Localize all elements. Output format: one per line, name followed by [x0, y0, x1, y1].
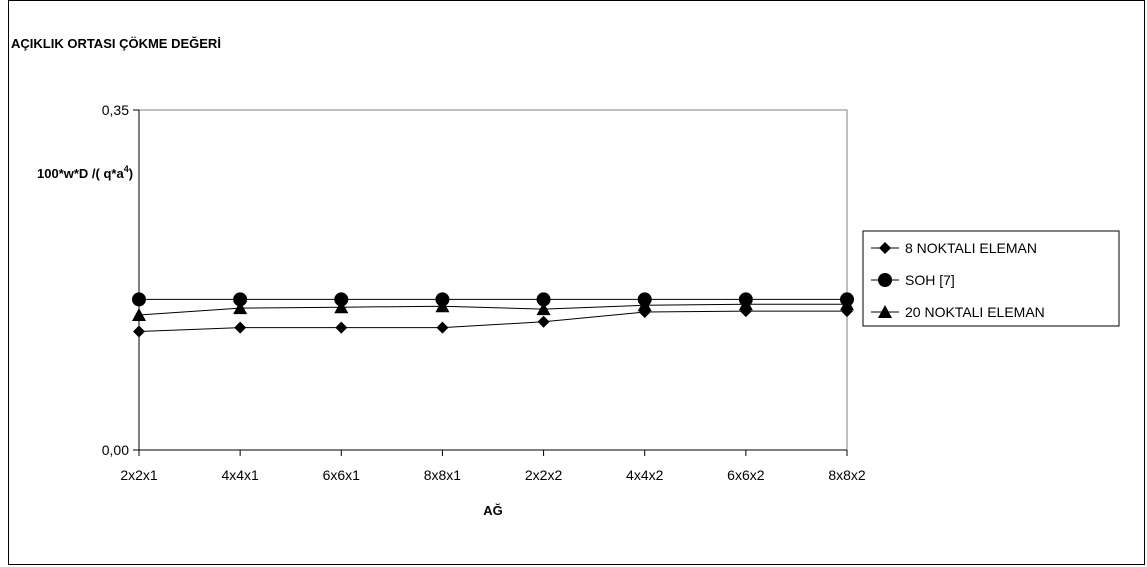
y-axis-label-sup: 4: [124, 164, 129, 174]
data-point: [132, 292, 146, 307]
x-tick-label: 4x4x2: [626, 467, 664, 483]
series-3: [132, 297, 854, 321]
data-point: [537, 315, 550, 328]
x-tick-label: 2x2x2: [525, 467, 563, 483]
x-tick-label: 4x4x1: [221, 467, 259, 483]
data-point: [738, 297, 753, 311]
legend-box: [862, 230, 1120, 327]
data-point: [132, 307, 146, 321]
series-layer: [132, 292, 854, 338]
legend-marker: [879, 242, 891, 254]
legend-item: SOH [7]: [871, 272, 955, 288]
x-tick-label: 6x6x2: [727, 467, 765, 483]
x-tick-label: 6x6x1: [323, 467, 361, 483]
data-point: [637, 298, 652, 312]
chart-title: AÇIKLIK ORTASI ÇÖKME DEĞERİ: [11, 36, 221, 51]
data-point: [334, 292, 349, 307]
data-point: [234, 321, 247, 334]
chart-frame: AÇIKLIK ORTASI ÇÖKME DEĞERİ 100*w*D /( q…: [8, 0, 1145, 565]
legend-marker: [878, 305, 892, 318]
data-point: [435, 299, 450, 313]
data-point: [133, 325, 145, 338]
data-point: [335, 321, 348, 334]
x-ticks: 2x2x1 4x4x1 6x6x1 8x8x1 2x2x2 4x4x2 6x6x2 8x8x2: [120, 450, 866, 483]
x-tick-label: 8x8x2: [828, 467, 866, 483]
y-axis-label: 100*w*D /( q*a4): [37, 164, 133, 181]
series-1: [133, 305, 853, 338]
plot-area: [138, 109, 848, 451]
y-ticks: 0,00 0,35: [102, 102, 139, 458]
legend-item: 20 NOKTALI ELEMAN: [871, 304, 1045, 320]
data-point: [536, 292, 551, 307]
data-point: [840, 297, 854, 311]
series-line: [138, 303, 847, 316]
series-line: [138, 310, 847, 332]
legend-label: SOH [7]: [905, 272, 955, 288]
legend-item: 8 NOKTALI ELEMAN: [871, 240, 1037, 256]
x-axis-label: AĞ: [483, 503, 503, 518]
chart-canvas: AÇIKLIK ORTASI ÇÖKME DEĞERİ 100*w*D /( q…: [11, 36, 1120, 518]
data-point: [334, 300, 349, 314]
y-axis-label-end: ): [129, 166, 133, 181]
data-point: [536, 302, 551, 316]
legend-marker: [878, 273, 892, 287]
x-tick-label: 8x8x1: [424, 467, 462, 483]
y-axis-label-main: 100*w*D /( q*a: [37, 166, 124, 181]
data-point: [233, 292, 248, 307]
legend: 8 NOKTALI ELEMAN SOH [7] 20 NOKTALI ELEMAN: [871, 240, 1045, 320]
x-tick-label: 2x2x1: [120, 467, 158, 483]
data-point: [233, 301, 248, 315]
legend-label: 8 NOKTALI ELEMAN: [905, 240, 1037, 256]
y-tick-label: 0,35: [102, 102, 129, 118]
legend-label: 20 NOKTALI ELEMAN: [905, 304, 1045, 320]
y-tick-label: 0,00: [102, 442, 129, 458]
data-point: [436, 321, 449, 334]
